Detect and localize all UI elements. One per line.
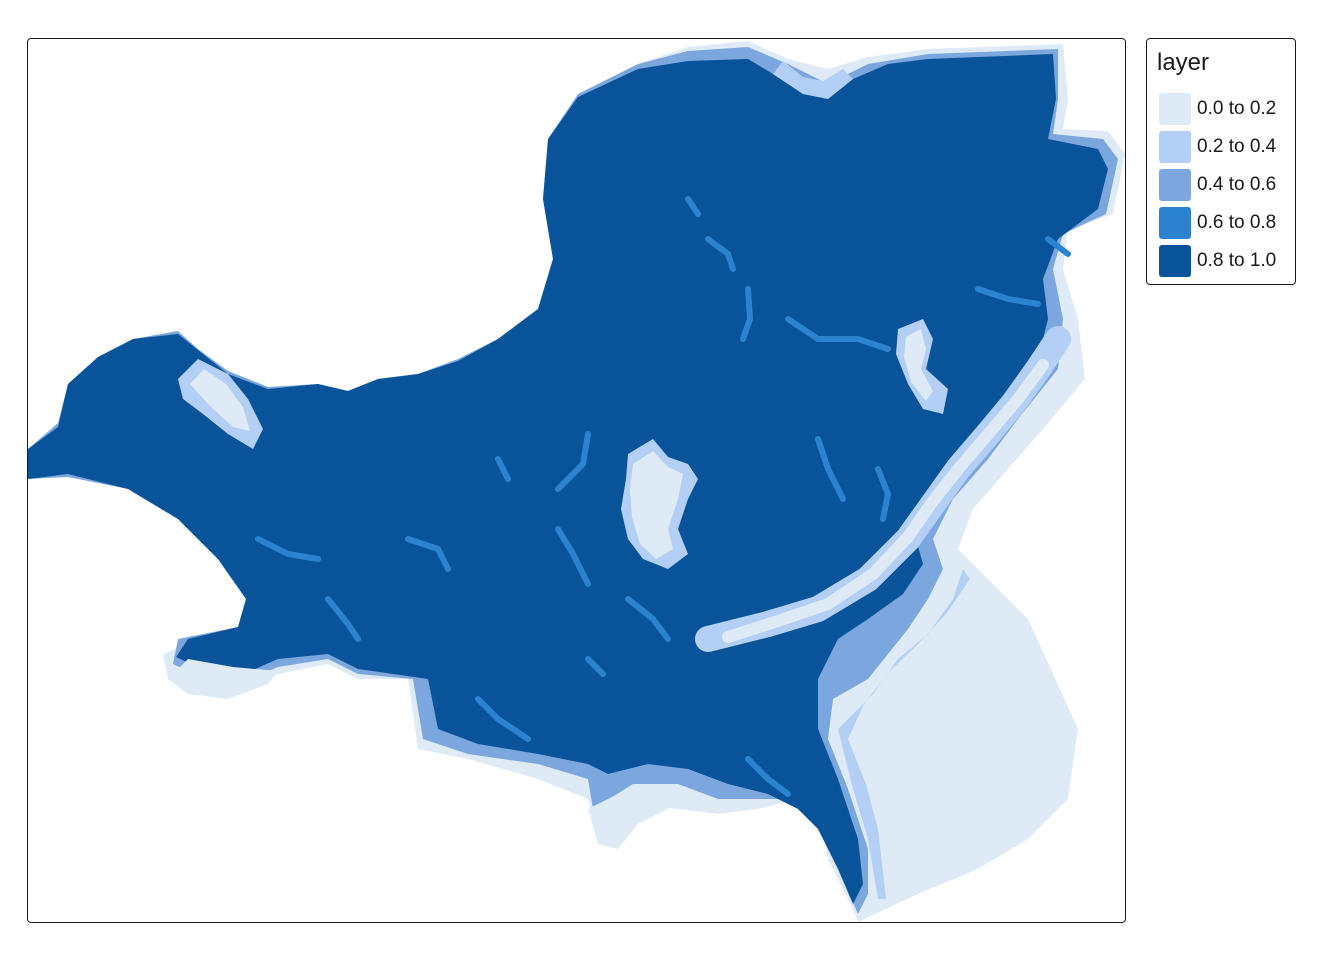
legend-label: 0.0 to 0.2 [1197,98,1277,119]
northwest-lowland-core [190,369,250,431]
legend: layer 0.0 to 0.2 0.2 to 0.4 0.4 to 0.6 0… [1146,38,1296,285]
map-panel[interactable] [27,38,1126,923]
legend-label: 0.4 to 0.6 [1197,174,1277,195]
legend-label: 0.8 to 1.0 [1197,250,1277,271]
north-rim [773,61,853,99]
stream-network [255,196,1071,797]
legend-label: 0.6 to 0.8 [1197,212,1277,233]
legend-swatch [1159,131,1191,163]
southeast-lowland [838,569,1073,899]
raster-map [28,41,1125,922]
legend-swatch [1159,169,1191,201]
west-lowland [168,659,278,699]
legend-swatch [1159,93,1191,125]
river-valley-inner [722,359,1049,643]
central-lowland-core [630,451,683,559]
legend-title: layer [1157,49,1210,76]
south-lobe [588,784,688,849]
legend-label: 0.2 to 0.4 [1197,136,1277,157]
east-lowland-core [904,329,933,401]
southeast-edge [838,569,970,899]
legend-swatch [1159,207,1191,239]
legend-swatch [1159,245,1191,277]
